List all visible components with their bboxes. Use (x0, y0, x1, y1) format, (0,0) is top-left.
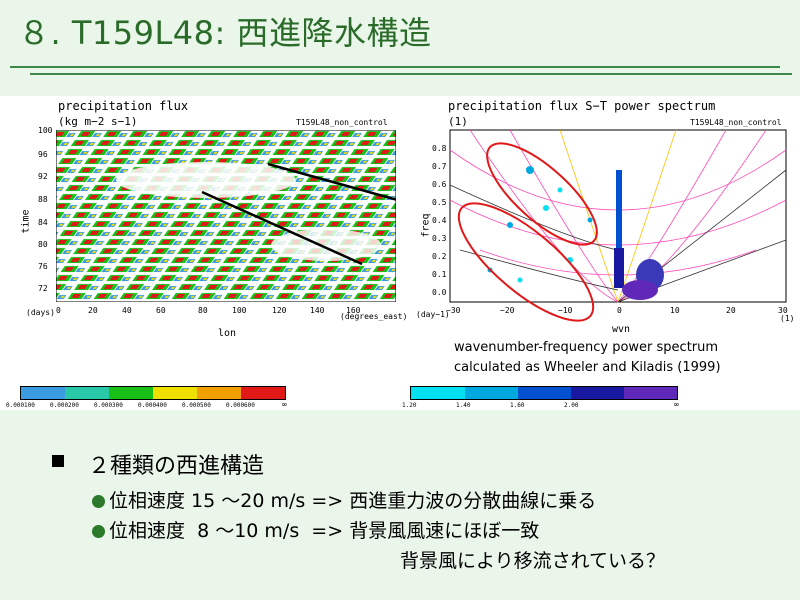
spectrum-caption-line1: wavenumber-frequency power spectrum (454, 340, 719, 355)
green-dot-icon (92, 495, 105, 508)
right-ytick-label: 0.1 (432, 270, 447, 279)
colorbar-swatch (624, 387, 677, 399)
right-ytick-label: 0.6 (432, 180, 447, 189)
left-colorbar-label: 0.000600 (226, 402, 255, 409)
spectral-peaks (487, 166, 664, 300)
left-colorbar-label: 0.000300 (94, 402, 123, 409)
right-panel-x-unit: (1) (780, 314, 795, 323)
green-dot-icon (92, 525, 105, 538)
right-colorbar (410, 386, 678, 400)
right-xtick-label: −10 (558, 306, 573, 315)
spectrum-plot (449, 129, 787, 322)
colorbar-swatch (109, 387, 153, 399)
bullet-item-text: 位相速度 8 ～10 m/s => 背景風風速にほぼ一致 (109, 520, 540, 542)
dry-region (116, 162, 296, 198)
right-panel-xlabel: wvn (612, 324, 631, 335)
right-xtick-label: −30 (446, 306, 461, 315)
right-ytick-label: 0.3 (432, 234, 447, 243)
right-panel-y-unit: (day−1) (416, 310, 450, 319)
right-colorbar-label: 2.00 (564, 402, 579, 409)
colorbar-swatch (153, 387, 197, 399)
right-ytick-label: 0.4 (432, 216, 447, 225)
right-ytick-label: 0.8 (432, 144, 447, 153)
right-colorbar-label: 1.20 (402, 402, 417, 409)
colorbar-swatch (241, 387, 285, 399)
hovmoller-plot (56, 130, 396, 302)
left-colorbar-label: ∞ (282, 400, 287, 409)
bullet-square-icon (52, 455, 64, 467)
left-xtick-label: 160 (346, 306, 361, 315)
bullet-item: 位相速度 8 ～10 m/s => 背景風風速にほぼ一致 (92, 516, 539, 543)
title-rule-bottom (30, 73, 792, 75)
left-panel-xlabel: lon (218, 328, 237, 339)
bullet-item: 位相速度 15 ～20 m/s => 西進重力波の分散曲線に乗る (92, 486, 596, 513)
left-panel-run-label: T159L48_non_control (296, 118, 388, 127)
right-colorbar-label: ∞ (674, 400, 679, 409)
colorbar-swatch (465, 387, 518, 399)
right-xtick-label: 20 (726, 306, 736, 315)
left-ytick-label: 92 (38, 172, 48, 181)
left-ytick-label: 84 (38, 218, 48, 227)
left-ytick-label: 72 (38, 284, 48, 293)
dry-region (271, 229, 381, 261)
left-ytick-label: 100 (38, 126, 53, 135)
left-ytick-label: 76 (38, 262, 48, 271)
right-ytick-label: 0.5 (432, 198, 447, 207)
left-panel-x-unit: (degrees_east) (340, 312, 408, 321)
colorbar-swatch (411, 387, 465, 399)
right-panel-run-label: T159L48_non_control (690, 118, 782, 127)
right-xtick-label: 30 (778, 306, 788, 315)
colorbar-swatch (518, 387, 571, 399)
left-panel-ylabel: time (20, 209, 32, 234)
left-colorbar-label: 0.000400 (138, 402, 167, 409)
left-ytick-label: 96 (38, 150, 48, 159)
right-panel-ylabel: freq (420, 213, 432, 238)
spectrum-caption-line2: calculated as Wheeler and Kiladis (1999) (454, 360, 721, 375)
bullet-heading: ２種類の西進構造 (88, 454, 265, 479)
left-colorbar (20, 386, 286, 400)
right-xtick-label: −20 (500, 306, 515, 315)
right-ytick-label: 0.2 (432, 252, 447, 261)
left-xtick-label: 60 (156, 306, 166, 315)
right-colorbar-label: 1.40 (456, 402, 471, 409)
left-colorbar-label: 0.000500 (182, 402, 211, 409)
bullet-item-text: 位相速度 15 ～20 m/s => 西進重力波の分散曲線に乗る (109, 490, 597, 512)
phase-line (201, 190, 363, 266)
left-ytick-label: 80 (38, 240, 48, 249)
right-panel-units: (1) (448, 115, 468, 128)
left-colorbar-label: 0.000100 (6, 402, 35, 409)
left-panel-title: precipitation flux (58, 99, 189, 113)
phase-line (267, 162, 396, 201)
right-colorbar-label: 1.60 (510, 402, 525, 409)
left-xtick-label: 100 (232, 306, 247, 315)
left-xtick-label: 0 (56, 306, 61, 315)
left-ytick-label: 88 (38, 195, 48, 204)
left-xtick-label: 140 (310, 306, 325, 315)
bullet-continuation: 背景風により移流されている？ (400, 550, 666, 572)
right-ytick-label: 0.0 (432, 288, 447, 297)
colorbar-swatch (65, 387, 109, 399)
colorbar-swatch (571, 387, 624, 399)
left-panel-y-unit: (days) (26, 308, 55, 317)
left-panel-units: (kg m−2 s−1) (58, 115, 138, 128)
colorbar-swatch (21, 387, 65, 399)
left-xtick-label: 40 (122, 306, 132, 315)
figure-area: precipitation flux (kg m−2 s−1) T159L48_… (0, 96, 800, 410)
annotation-ellipse (457, 202, 595, 322)
right-ytick-label: 0.7 (432, 162, 447, 171)
right-xtick-label: 10 (670, 306, 680, 315)
left-xtick-label: 80 (198, 306, 208, 315)
title-rule-top (10, 66, 780, 68)
right-xtick-label: 0 (617, 306, 622, 315)
annotation-ellipse (486, 142, 598, 246)
left-xtick-label: 20 (88, 306, 98, 315)
left-xtick-label: 120 (272, 306, 287, 315)
precip-field (56, 130, 396, 302)
colorbar-swatch (197, 387, 241, 399)
slide-title: ８. T159L48: 西進降水構造 (18, 14, 432, 52)
left-colorbar-label: 0.000200 (50, 402, 79, 409)
right-panel-title: precipitation flux S−T power spectrum (448, 99, 716, 113)
